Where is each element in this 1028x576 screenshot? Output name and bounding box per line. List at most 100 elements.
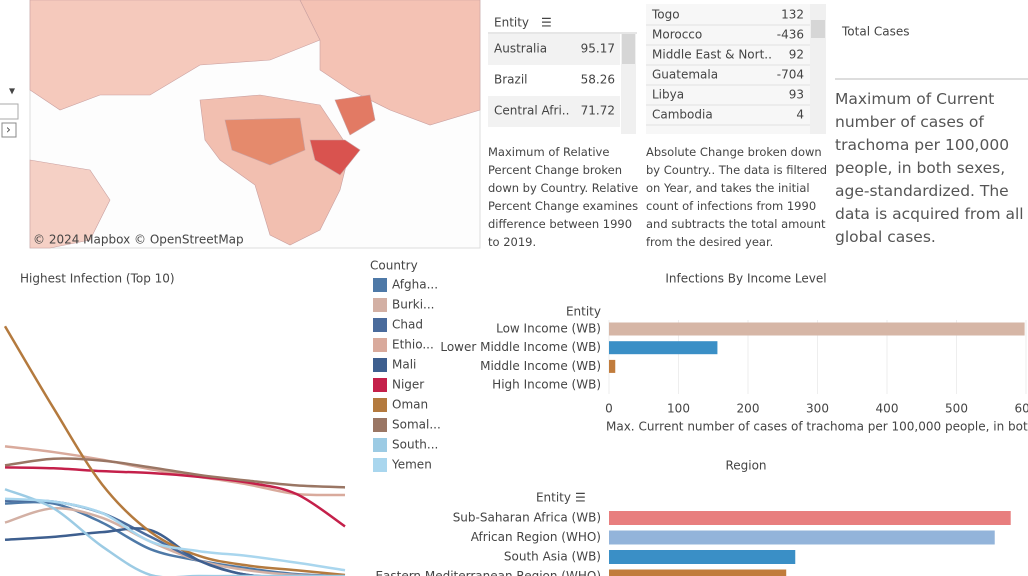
cell: Brazil [494,73,528,87]
legend-swatch [373,338,387,352]
table-bg [646,4,810,134]
line [4,488,345,576]
map-land [224,117,306,166]
cell: 58.26 [581,73,615,87]
legend-label: Somal... [392,418,441,432]
scroll-thumb[interactable] [622,34,635,64]
cell: Cambodia [652,108,713,122]
sort-icon[interactable]: ☰ [541,16,552,30]
x-tick-label: 600 [1015,402,1028,416]
caption: Absolute Change broken down by Country..… [646,145,828,249]
field-label: Entity [566,305,601,319]
category-label: Eastern Mediterranean Region (WHO) [375,569,601,576]
legend-swatch [373,298,387,312]
legend-swatch [373,438,387,452]
x-tick-label: 0 [605,402,613,416]
sort-icon[interactable]: ☰ [575,491,586,505]
scroll-thumb[interactable] [811,20,825,38]
bar [609,530,995,545]
category-label: Lower Middle Income (WB) [440,340,601,354]
dropdown-arrow[interactable]: ▾ [9,84,15,98]
bar [609,569,787,576]
cell: 132 [781,8,804,22]
line [4,499,345,576]
legend-swatch [373,278,387,292]
next-button[interactable] [1,122,17,138]
next-icon: › [6,123,11,137]
x-tick-label: 400 [876,402,899,416]
legend-label: Chad [392,318,423,332]
legend-label: Afgha... [392,278,438,292]
cell: 93 [789,88,804,102]
legend-label: Ethio... [392,338,434,352]
chart-title: Highest Infection (Top 10) [20,272,175,286]
category-label: Sub-Saharan Africa (WB) [453,511,601,525]
legend-swatch [373,398,387,412]
bar [609,341,718,355]
cell: 95.17 [581,42,615,56]
category-label: Low Income (WB) [496,322,601,336]
legend-swatch [373,458,387,472]
legend-label: Mali [392,358,416,372]
cell: -436 [777,28,804,42]
bar [609,322,1025,336]
legend-swatch [373,378,387,392]
cell: Togo [651,8,680,22]
cell: Australia [494,42,547,56]
bar [609,359,616,373]
caption: Maximum of Relative Percent Change broke… [488,145,639,249]
cell: 4 [796,108,804,122]
category-label: South Asia (WB) [504,550,601,564]
map-attribution: © 2024 Mapbox © OpenStreetMap [33,233,244,247]
map-land [299,0,481,126]
legend-label: Yemen [391,458,432,472]
bar [609,511,1011,525]
cell: Guatemala [652,68,718,82]
legend-swatch [373,318,387,332]
table-header: Entity [494,16,529,30]
bar [609,550,796,564]
x-tick-label: 200 [737,402,760,416]
row-bg [488,34,620,65]
line [4,466,346,528]
panel-text: Maximum of Current number of cases of tr… [835,90,1024,246]
x-tick-label: 500 [945,402,968,416]
legend-title: Country [370,259,418,273]
line [4,500,346,576]
cell: Central Afri.. [494,104,569,118]
field-label: Entity [536,491,571,505]
chart-title: Region [725,459,766,473]
filter-input[interactable] [0,103,19,120]
legend-label: Burki... [392,298,435,312]
x-tick-label: 300 [806,402,829,416]
line [4,507,346,576]
chart-title: Infections By Income Level [665,272,826,286]
cell: Middle East & Nort.. [652,48,772,62]
panel-title: Total Cases [841,25,909,39]
map-land [309,139,361,176]
x-tick-label: 100 [667,402,690,416]
cell: 71.72 [581,104,615,118]
line [3,325,346,576]
legend-swatch [373,418,387,432]
cell: -704 [777,68,804,82]
legend-label: South... [392,438,438,452]
row-bg [488,96,620,127]
line [4,527,345,576]
cell: Morocco [652,28,702,42]
category-label: African Region (WHO) [471,530,601,544]
legend-label: Oman [392,398,428,412]
cell: 92 [789,48,804,62]
map-land [29,159,111,249]
legend-label: Niger [392,378,424,392]
x-axis-title: Max. Current number of cases of trachoma… [606,420,1028,434]
category-label: High Income (WB) [492,378,601,392]
line [4,497,346,572]
line [4,457,346,489]
map-land [334,94,376,136]
category-label: Middle Income (WB) [480,359,601,373]
cell: Libya [652,88,684,102]
legend-swatch [373,358,387,372]
